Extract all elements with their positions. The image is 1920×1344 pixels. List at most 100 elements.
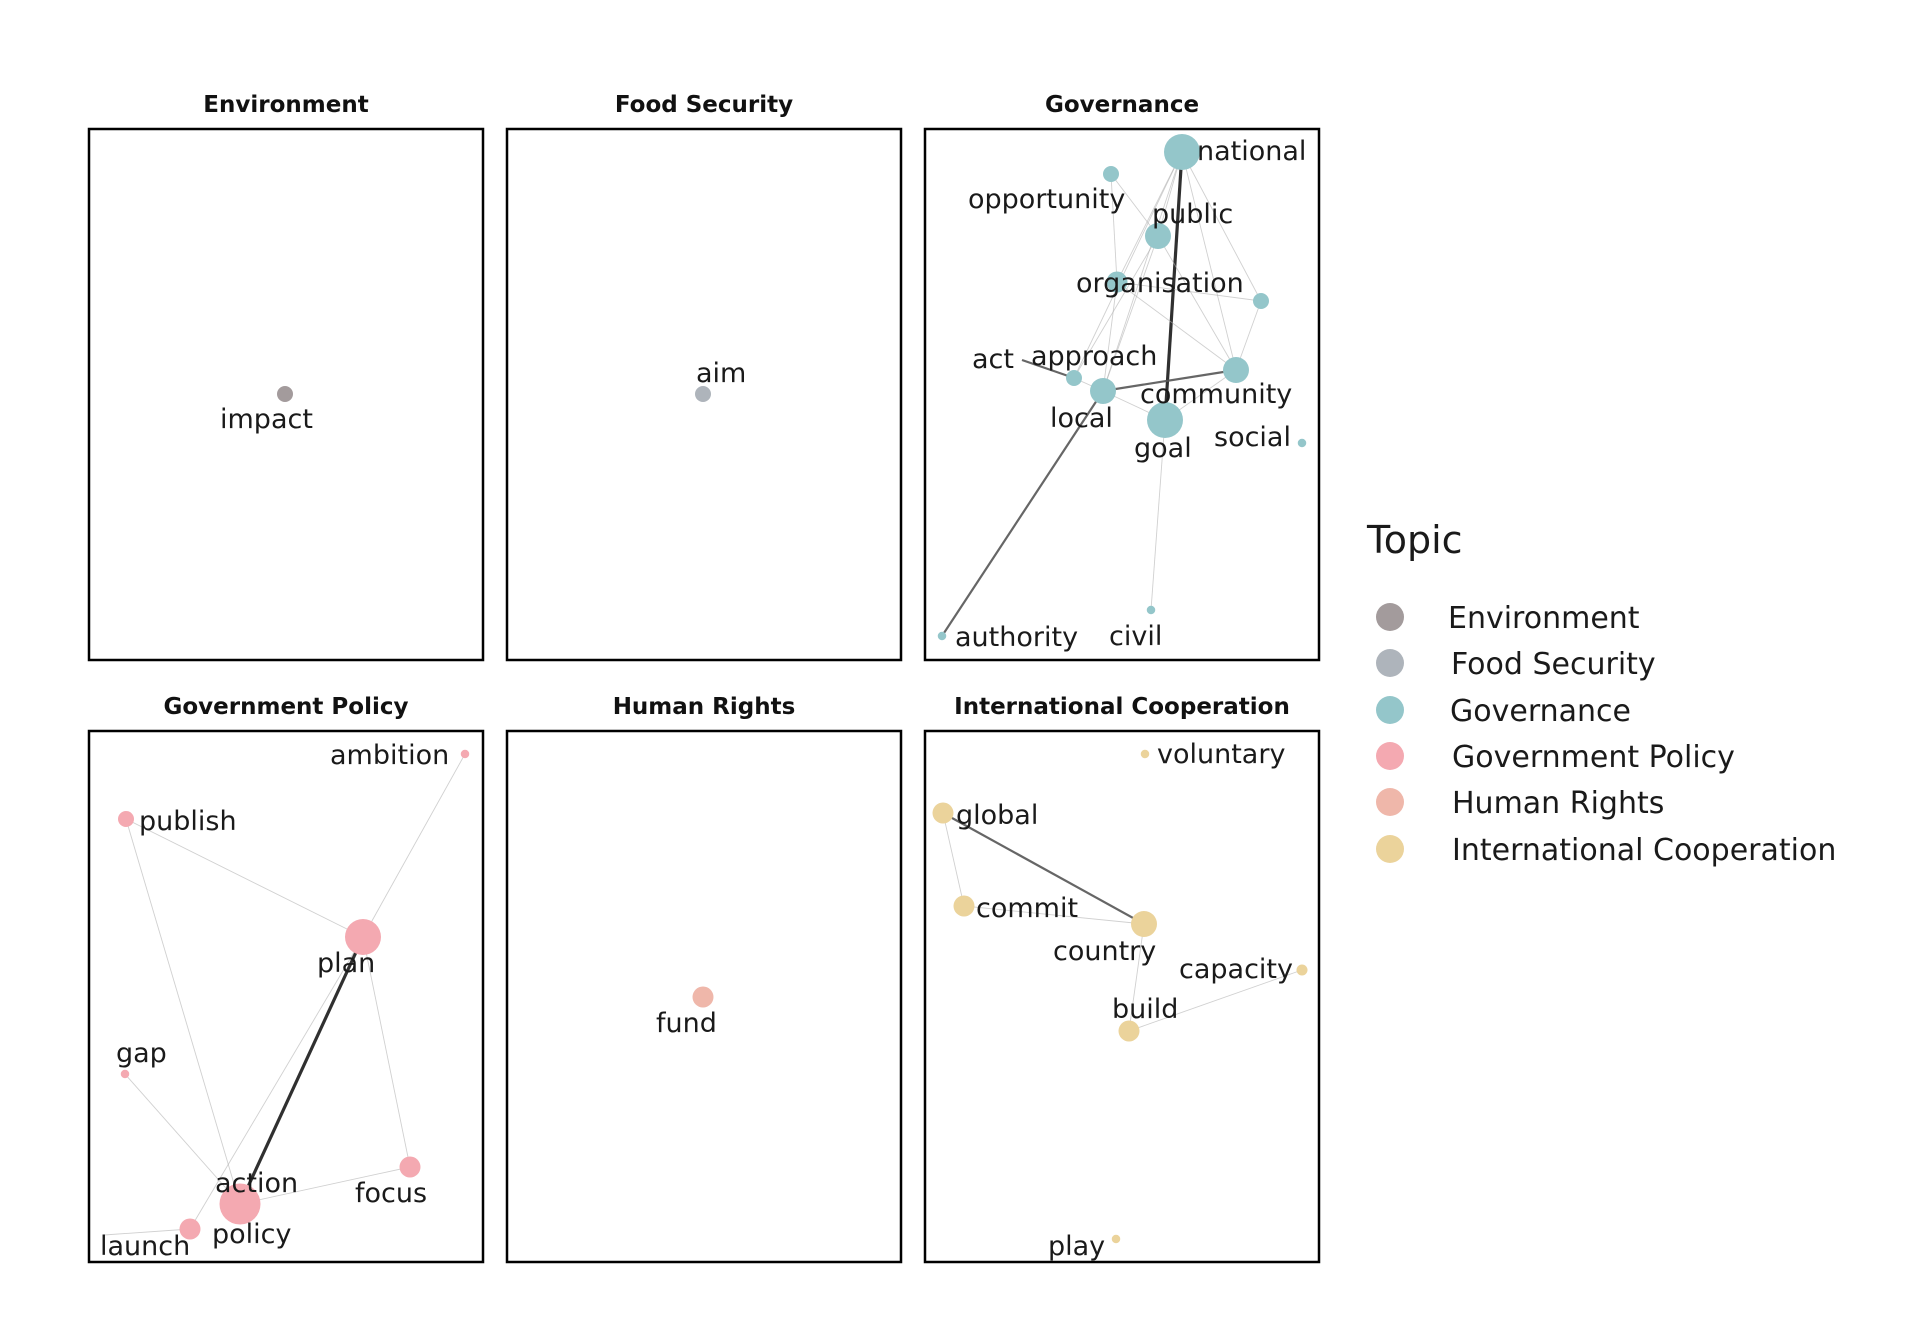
node-focus	[399, 1156, 421, 1178]
node-label-ambition: ambition	[330, 740, 449, 771]
node-label-authority: authority	[955, 622, 1078, 653]
edge-launch-policy	[103, 1228, 191, 1236]
edge-organisation-local	[1102, 281, 1118, 392]
node-opportunity	[1103, 166, 1119, 182]
edge-public-local	[1102, 235, 1159, 392]
node-group	[932, 749, 1308, 1244]
node-label-aim: aim	[696, 358, 746, 389]
node-build	[1118, 1020, 1140, 1042]
edge-goal-civil	[1150, 419, 1166, 611]
legend-entry-environment: Environment	[1376, 601, 1640, 636]
edge-plan-focus	[362, 936, 411, 1168]
node-label-impact: impact	[220, 404, 313, 435]
legend-swatch	[1376, 696, 1404, 724]
node-group	[937, 134, 1307, 641]
edge-build-capacity	[1128, 969, 1303, 1032]
legend-swatch	[1376, 835, 1404, 863]
node-public	[1145, 223, 1171, 249]
edge-plan-action	[238, 936, 365, 1205]
legend-label: Governance	[1450, 694, 1631, 729]
node-social	[1297, 438, 1307, 448]
node-label-gap: gap	[116, 1038, 167, 1069]
panel-human-rights: Human Rights fund	[505, 694, 903, 1264]
edge-national-goal	[1163, 151, 1184, 421]
node-group	[695, 386, 711, 402]
node-label-national: national	[1197, 136, 1306, 167]
edge-group	[941, 151, 1262, 637]
edge-local-authority	[941, 390, 1104, 637]
edge-public-approach	[1073, 235, 1159, 379]
node-voluntary	[1140, 749, 1150, 759]
node-label-launch: launch	[100, 1231, 190, 1262]
node-publish	[118, 811, 134, 827]
node-label-social: social	[1214, 422, 1291, 453]
node-global	[932, 802, 954, 824]
node-label-goal: goal	[1134, 433, 1192, 464]
node-label-capacity: capacity	[1179, 954, 1293, 985]
legend-label: Government Policy	[1452, 740, 1735, 775]
node-label-publish: publish	[139, 806, 237, 837]
edge-group	[103, 753, 466, 1236]
legend-label: Food Security	[1451, 647, 1656, 682]
node-ambition	[460, 749, 470, 759]
node-national	[1164, 134, 1200, 170]
panel-title: Food Security	[615, 92, 793, 118]
panel-frame	[87, 127, 485, 662]
edge-group	[942, 812, 1303, 1032]
legend-entry-governance: Governance	[1376, 694, 1631, 729]
legend-label: Environment	[1448, 601, 1640, 636]
legend-title: Topic	[1366, 518, 1463, 562]
node-authority	[937, 631, 947, 641]
edge-gap-action	[124, 1073, 241, 1205]
legend-swatch	[1376, 649, 1404, 677]
node-label-plan: plan	[317, 948, 375, 979]
node-gap	[120, 1069, 130, 1079]
node-aim	[695, 386, 711, 402]
node-group	[692, 986, 714, 1008]
node-label-approach: approach	[1031, 341, 1157, 372]
node-label-public: public	[1152, 199, 1233, 230]
node-commit	[953, 895, 975, 917]
panel-frame	[505, 729, 903, 1264]
edge-local-community	[1102, 368, 1237, 393]
node-label-organisation: organisation	[1076, 268, 1244, 299]
node-approach	[1066, 370, 1082, 386]
node-label-focus: focus	[355, 1178, 427, 1209]
edge-publish-plan	[125, 818, 364, 938]
edge-policy-plan	[189, 936, 364, 1230]
node-policy	[179, 1218, 201, 1240]
panel-title: Governance	[1045, 92, 1199, 118]
node-organisation	[1106, 271, 1128, 293]
legend-label: Human Rights	[1452, 786, 1664, 821]
panel-government-policy: Government Policy ambition publish plan gap a…	[87, 694, 485, 1264]
panel-frame	[505, 127, 903, 662]
node-group	[118, 749, 470, 1240]
edge-unnamed_right-organisation	[1116, 281, 1262, 302]
edge-ambition-plan	[362, 753, 466, 938]
edge-organisation-community	[1116, 281, 1237, 371]
node-plan	[345, 919, 381, 955]
node-impact	[277, 386, 293, 402]
edge-global-commit	[942, 812, 965, 907]
node-civil	[1146, 605, 1156, 615]
edge-national-unnamed_right	[1181, 151, 1262, 302]
panel-environment: Environment impact	[87, 92, 485, 662]
panel-frame	[87, 729, 485, 1264]
edge-national-local	[1102, 151, 1183, 392]
node-goal	[1147, 402, 1183, 438]
panel-title: Government Policy	[164, 694, 409, 720]
node-country	[1131, 911, 1157, 937]
node-label-policy: policy	[212, 1219, 292, 1250]
panel-title: Environment	[203, 92, 368, 118]
legend-entry-international-cooperation: International Cooperation	[1376, 833, 1836, 868]
panel-title: Human Rights	[613, 694, 796, 720]
node-label-country: country	[1053, 936, 1156, 967]
edge-publish-action	[125, 818, 241, 1205]
node-label-play: play	[1048, 1231, 1105, 1262]
node-label-act: act	[972, 344, 1014, 375]
edge-public-community	[1157, 235, 1237, 371]
legend-entry-food-security: Food Security	[1376, 647, 1656, 682]
legend-entry-human-rights: Human Rights	[1376, 786, 1664, 821]
node-label-action: action	[215, 1168, 298, 1199]
